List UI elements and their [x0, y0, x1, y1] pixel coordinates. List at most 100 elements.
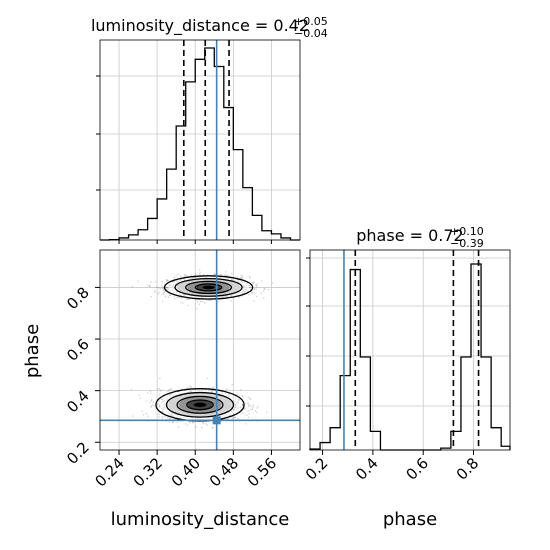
- sample-point: [186, 424, 189, 426]
- sample-point: [248, 275, 251, 278]
- sample-point: [145, 412, 147, 415]
- sample-point: [169, 417, 171, 420]
- sample-point: [184, 423, 187, 425]
- sample-point: [186, 298, 189, 301]
- title-luminosity-distance-plus: +0.05: [294, 15, 328, 28]
- mode-1-contour-3: [186, 399, 214, 411]
- sample-point: [206, 377, 209, 380]
- sample-point: [160, 389, 163, 392]
- sample-point: [149, 285, 151, 287]
- sample-point: [185, 298, 187, 300]
- sample-point: [248, 405, 250, 408]
- title-phase-plus: +0.10: [450, 225, 484, 238]
- sample-point: [255, 411, 258, 414]
- sample-point: [158, 413, 160, 416]
- sample-point: [199, 300, 202, 303]
- sample-point: [241, 395, 244, 397]
- xlabel-luminosity-distance: luminosity_distance: [111, 509, 290, 530]
- sample-point: [167, 288, 169, 291]
- sample-point: [165, 286, 168, 289]
- sample-point: [150, 406, 153, 408]
- sample-point: [151, 404, 154, 406]
- sample-point: [262, 297, 265, 299]
- sample-point: [164, 415, 166, 418]
- sample-point: [171, 421, 174, 424]
- sample-point: [251, 406, 253, 408]
- sample-point: [245, 423, 247, 425]
- sample-point: [201, 421, 204, 423]
- title-luminosity-distance: luminosity_distance = 0.42: [91, 16, 309, 36]
- panel-2d-density: 0.24 0.32 0.40 0.48 0.56 0.2 0.4 0.6 0.8: [63, 249, 301, 490]
- sample-point: [138, 394, 140, 397]
- sample-point: [226, 417, 229, 420]
- sample-point: [252, 282, 255, 284]
- sample-point: [241, 276, 243, 279]
- sample-point: [165, 278, 168, 281]
- sample-point: [271, 282, 274, 285]
- sample-point: [167, 416, 169, 419]
- sample-point: [247, 410, 249, 412]
- sample-point: [198, 272, 200, 275]
- sample-point: [150, 405, 152, 407]
- sample-point: [162, 287, 164, 290]
- sample-point: [207, 299, 210, 302]
- sample-point: [231, 383, 233, 386]
- sample-point: [254, 291, 256, 294]
- sample-point: [150, 392, 152, 395]
- sample-point: [251, 282, 254, 285]
- sample-point: [177, 273, 180, 275]
- sample-point: [256, 283, 259, 285]
- sample-point: [252, 404, 255, 406]
- panel-phase-histogram: 0.2 0.4 0.6 0.8: [302, 249, 511, 484]
- sample-point: [141, 410, 143, 413]
- sample-point: [179, 275, 182, 278]
- sample-point: [162, 289, 165, 291]
- sample-point: [197, 300, 199, 303]
- sample-point: [234, 416, 236, 419]
- sample-point: [249, 408, 252, 411]
- sample-point: [225, 274, 228, 276]
- sample-point: [253, 288, 255, 291]
- xtick-label-phase: 0.8: [453, 454, 483, 484]
- sample-point: [241, 404, 244, 407]
- title-luminosity-distance-value: luminosity_distance = 0.42: [91, 16, 309, 36]
- sample-point: [240, 277, 242, 279]
- sample-point: [247, 416, 250, 419]
- sample-point: [166, 279, 168, 282]
- xtick-label-luminosity-distance: 0.48: [206, 454, 242, 490]
- sample-point: [180, 301, 182, 304]
- sample-point: [212, 387, 215, 390]
- sample-point: [167, 279, 169, 282]
- sample-point: [212, 386, 214, 388]
- sample-point: [187, 387, 189, 389]
- sample-point: [159, 377, 161, 380]
- sample-point: [169, 294, 171, 297]
- title-phase-value: phase = 0.72: [356, 226, 463, 245]
- sample-point: [202, 422, 205, 425]
- sample-point: [266, 411, 268, 414]
- sample-point: [147, 284, 149, 287]
- ylabel-phase: phase: [22, 324, 43, 378]
- sample-point: [249, 284, 251, 287]
- sample-point: [231, 417, 234, 420]
- sample-point: [160, 286, 163, 288]
- sample-point: [150, 281, 152, 283]
- sample-point: [262, 290, 265, 293]
- sample-point: [230, 300, 232, 302]
- sample-point: [220, 274, 223, 276]
- sample-point: [247, 396, 250, 399]
- sample-point: [256, 286, 258, 288]
- sample-point: [260, 280, 263, 282]
- sample-point: [154, 407, 157, 410]
- sample-point: [172, 421, 174, 424]
- sample-point: [157, 287, 160, 289]
- mode-0-contour-1: [174, 277, 243, 297]
- ld-hist-step: [100, 47, 300, 241]
- xlabel-phase: phase: [383, 509, 437, 530]
- sample-point: [241, 412, 244, 414]
- ytick-label-phase: 0.6: [63, 335, 93, 365]
- 2d-frame: [99, 249, 301, 451]
- xtick-label-phase: 0.2: [302, 454, 332, 484]
- mode-1-contour-2: [176, 395, 224, 414]
